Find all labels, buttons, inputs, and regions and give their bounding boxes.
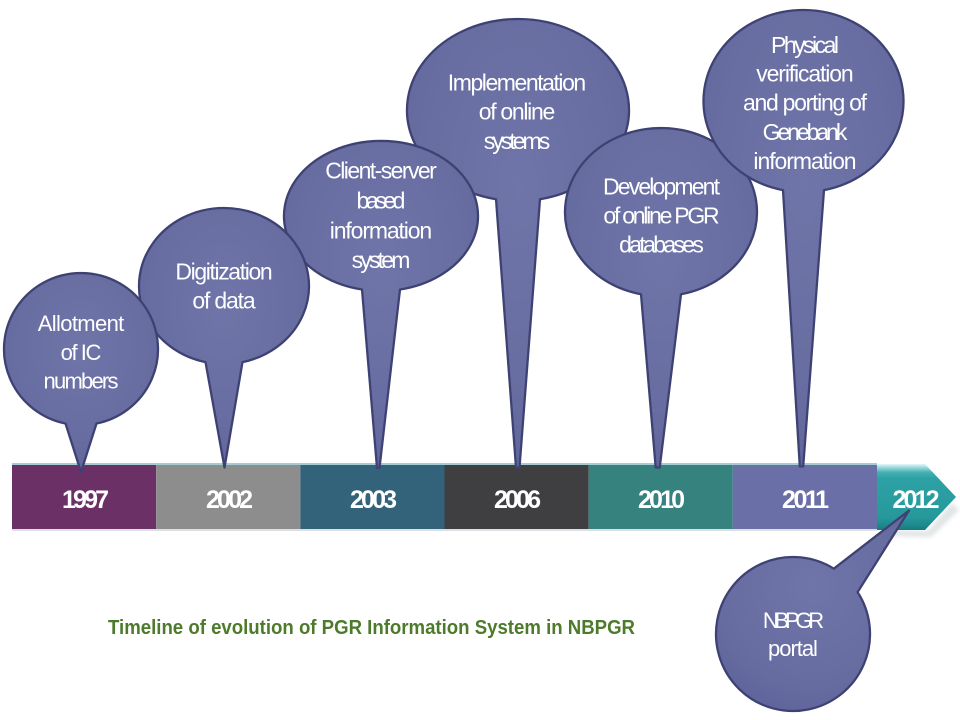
svg-text:and porting of: and porting of <box>743 90 868 116</box>
svg-text:2011: 2011 <box>782 486 829 514</box>
svg-text:2010: 2010 <box>638 486 685 514</box>
svg-text:information: information <box>753 148 856 174</box>
svg-text:verification: verification <box>756 60 853 86</box>
svg-text:Digitization: Digitization <box>175 259 272 285</box>
svg-text:2012: 2012 <box>893 486 940 514</box>
svg-text:based: based <box>357 188 406 214</box>
svg-text:systems: systems <box>484 128 551 154</box>
svg-text:2002: 2002 <box>206 486 253 514</box>
svg-text:of online: of online <box>479 99 556 125</box>
svg-text:system: system <box>352 247 411 273</box>
svg-text:of IC: of IC <box>61 340 102 365</box>
svg-text:2003: 2003 <box>350 486 397 514</box>
svg-text:2006: 2006 <box>494 486 541 514</box>
svg-text:1997: 1997 <box>62 486 109 514</box>
svg-text:Allotment: Allotment <box>38 311 125 336</box>
svg-text:information: information <box>330 217 432 243</box>
svg-text:of data: of data <box>192 288 256 314</box>
svg-text:NBPGR: NBPGR <box>763 608 824 633</box>
svg-text:portal: portal <box>768 636 818 661</box>
svg-text:databases: databases <box>619 231 704 257</box>
svg-text:Genebank: Genebank <box>763 119 848 145</box>
svg-text:of online PGR: of online PGR <box>603 202 719 228</box>
svg-text:Client-server: Client-server <box>325 158 437 184</box>
svg-text:Implementation: Implementation <box>448 69 586 95</box>
svg-text:numbers: numbers <box>44 369 119 394</box>
svg-text:Timeline of evolution of PGR I: Timeline of evolution of PGR Information… <box>108 617 636 639</box>
svg-text:Physical: Physical <box>771 32 839 58</box>
svg-text:Development: Development <box>603 174 721 200</box>
